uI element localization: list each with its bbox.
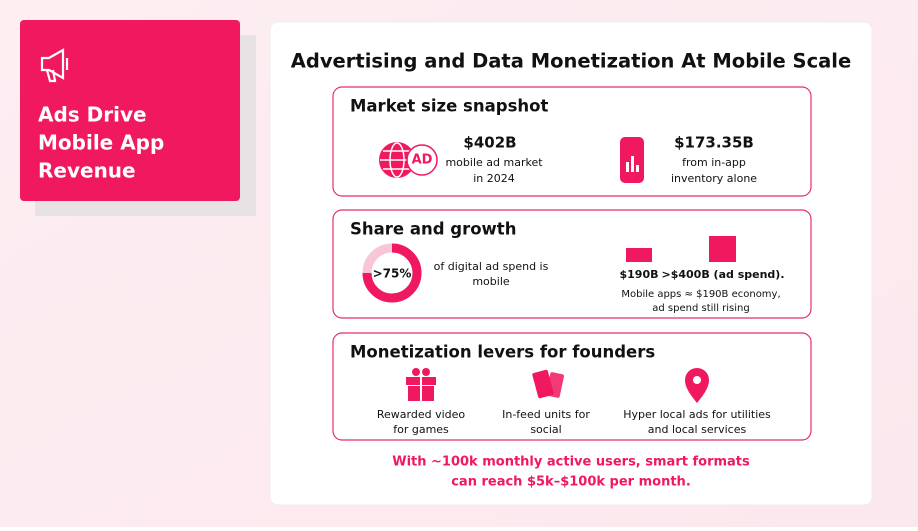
side-title-line: Revenue bbox=[38, 159, 136, 183]
donut-label: >75% bbox=[373, 267, 412, 281]
donut-arc bbox=[362, 243, 422, 303]
lever-label: In-feed units for bbox=[502, 408, 590, 421]
phone-chart bbox=[626, 156, 639, 172]
donut-text: mobile bbox=[472, 275, 510, 288]
bar-label: >$400B (ad spend). bbox=[662, 268, 785, 281]
stat-label: in 2024 bbox=[473, 172, 515, 185]
section-title: Share and growth bbox=[350, 220, 516, 239]
section-title: Market size snapshot bbox=[350, 97, 548, 116]
section-box bbox=[332, 332, 812, 441]
lever-label: and local services bbox=[648, 423, 747, 436]
pin-dot bbox=[693, 376, 701, 384]
stat-label: from in-app bbox=[682, 156, 746, 169]
main-title: Advertising and Data Monetization At Mob… bbox=[291, 50, 851, 73]
lever-label: for games bbox=[393, 423, 449, 436]
donut-text: of digital ad spend is bbox=[434, 260, 549, 273]
large-square bbox=[709, 236, 736, 262]
side-card bbox=[20, 20, 240, 201]
side-title: Ads Drive Mobile App Revenue bbox=[38, 103, 164, 183]
lever-label: Rewarded video bbox=[377, 408, 466, 421]
megaphone-icon bbox=[40, 48, 69, 83]
note: ad spend still rising bbox=[652, 303, 749, 314]
section-box bbox=[332, 209, 812, 319]
stat-label: inventory alone bbox=[671, 172, 757, 185]
lever-label: social bbox=[530, 423, 561, 436]
lever-label: Hyper local ads for utilities bbox=[623, 408, 771, 421]
footer-text: With ~100k monthly active users, smart f… bbox=[392, 455, 750, 470]
side-title-line: Mobile App bbox=[38, 131, 164, 155]
side-title-line: Ads Drive bbox=[38, 103, 147, 127]
ad-badge bbox=[406, 144, 438, 176]
stat-label: mobile ad market bbox=[445, 156, 543, 169]
stat-value: $402B bbox=[463, 134, 516, 152]
note: Mobile apps ≈ $190B economy, bbox=[621, 289, 780, 300]
section-box bbox=[332, 86, 812, 197]
footer-text: can reach $5k–$100k per month. bbox=[451, 475, 691, 490]
cards-icon bbox=[532, 369, 564, 399]
pin-icon bbox=[685, 368, 709, 403]
bar-label: $190B bbox=[620, 268, 659, 281]
ad-badge-text: AD bbox=[412, 153, 433, 168]
section-title: Monetization levers for founders bbox=[350, 343, 655, 362]
stat-value: $173.35B bbox=[674, 134, 754, 152]
small-square bbox=[626, 248, 652, 262]
